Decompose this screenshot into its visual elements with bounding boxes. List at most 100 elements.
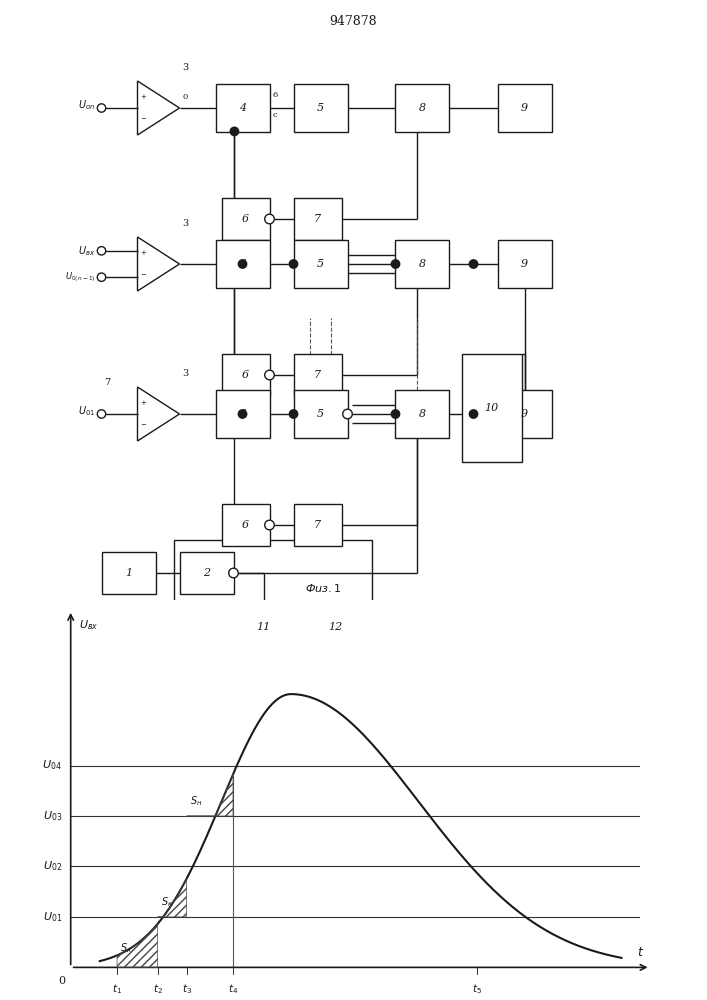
Bar xyxy=(102,552,156,594)
Circle shape xyxy=(238,260,247,268)
Text: 5: 5 xyxy=(317,103,324,113)
Text: 8: 8 xyxy=(419,103,426,113)
Text: −: − xyxy=(141,116,146,122)
Bar xyxy=(293,198,341,240)
Text: 9: 9 xyxy=(521,103,528,113)
Bar xyxy=(216,240,269,288)
Text: 7: 7 xyxy=(314,520,321,530)
Text: 12: 12 xyxy=(328,622,343,632)
Text: 5: 5 xyxy=(317,409,324,419)
Text: 6: 6 xyxy=(242,214,249,224)
Bar xyxy=(293,504,341,546)
Text: $U_{04}$: $U_{04}$ xyxy=(42,759,62,772)
Text: 0: 0 xyxy=(182,93,188,101)
Circle shape xyxy=(343,409,352,419)
Text: 4: 4 xyxy=(239,409,246,419)
Text: ·: · xyxy=(241,406,244,416)
Bar xyxy=(221,198,269,240)
Text: 4: 4 xyxy=(239,259,246,269)
Text: +: + xyxy=(141,400,146,406)
Circle shape xyxy=(98,410,106,418)
Bar xyxy=(216,84,269,132)
Text: $Фuз.1$: $Фuз.1$ xyxy=(305,582,341,594)
Bar xyxy=(293,354,341,396)
Bar xyxy=(498,240,551,288)
Bar xyxy=(498,84,551,132)
Circle shape xyxy=(230,127,238,136)
Text: 7: 7 xyxy=(314,370,321,380)
Text: $S_{к}$: $S_{к}$ xyxy=(120,941,132,955)
Text: 10: 10 xyxy=(484,403,498,413)
Text: $U_{вх}$: $U_{вх}$ xyxy=(79,618,99,632)
Bar xyxy=(293,240,348,288)
Circle shape xyxy=(238,410,247,418)
Text: 11: 11 xyxy=(257,622,271,632)
Bar xyxy=(395,390,450,438)
Text: $t_4$: $t_4$ xyxy=(228,982,238,996)
Text: $U_{01}$: $U_{01}$ xyxy=(42,910,62,924)
Text: $t_2$: $t_2$ xyxy=(153,982,163,996)
Text: 6: 6 xyxy=(242,520,249,530)
Text: 6: 6 xyxy=(272,91,278,99)
Text: 7: 7 xyxy=(105,378,111,387)
Circle shape xyxy=(235,622,245,632)
Text: 9: 9 xyxy=(521,409,528,419)
Circle shape xyxy=(98,273,106,281)
Text: 3: 3 xyxy=(182,369,189,378)
Text: $U_{03}$: $U_{03}$ xyxy=(42,809,62,823)
Text: −: − xyxy=(141,272,146,278)
Circle shape xyxy=(289,260,298,268)
Text: $S_{к}$: $S_{к}$ xyxy=(160,895,173,909)
Text: 0: 0 xyxy=(59,976,66,986)
Text: 5: 5 xyxy=(317,259,324,269)
Text: $t_1$: $t_1$ xyxy=(112,982,122,996)
Text: $t$: $t$ xyxy=(638,946,645,959)
Text: $U_{02}$: $U_{02}$ xyxy=(42,860,62,873)
Circle shape xyxy=(391,410,399,418)
Circle shape xyxy=(469,260,478,268)
Text: c: c xyxy=(272,111,277,119)
Text: +: + xyxy=(141,94,146,100)
Text: 9: 9 xyxy=(521,259,528,269)
Bar xyxy=(173,540,371,660)
Text: 6: 6 xyxy=(242,370,249,380)
Text: +: + xyxy=(141,250,146,256)
Text: $U_{вх}$: $U_{вх}$ xyxy=(78,244,95,258)
Bar xyxy=(221,354,269,396)
Text: $U_{0(n-1)}$: $U_{0(n-1)}$ xyxy=(65,270,95,284)
Circle shape xyxy=(264,214,274,224)
Text: −: − xyxy=(141,422,146,428)
Bar xyxy=(312,606,359,648)
Text: $U_{on}$: $U_{on}$ xyxy=(78,98,95,112)
Text: 2: 2 xyxy=(203,568,210,578)
Bar xyxy=(240,606,288,648)
Circle shape xyxy=(98,104,106,112)
Circle shape xyxy=(264,520,274,530)
Circle shape xyxy=(264,370,274,380)
Text: $S_{н}$: $S_{н}$ xyxy=(189,794,202,808)
Bar xyxy=(293,84,348,132)
Bar xyxy=(498,390,551,438)
Text: $U_{01}$: $U_{01}$ xyxy=(78,404,95,418)
Bar xyxy=(395,84,450,132)
Bar xyxy=(216,390,269,438)
Text: 3: 3 xyxy=(182,63,189,72)
Bar xyxy=(395,240,450,288)
Circle shape xyxy=(469,410,478,418)
Text: 947878: 947878 xyxy=(329,15,378,28)
Bar xyxy=(462,354,522,462)
Text: $t_3$: $t_3$ xyxy=(182,982,192,996)
Text: 4: 4 xyxy=(239,103,246,113)
Bar xyxy=(221,504,269,546)
Text: 8: 8 xyxy=(419,409,426,419)
Circle shape xyxy=(98,247,106,255)
Bar xyxy=(180,552,233,594)
Circle shape xyxy=(289,410,298,418)
Text: 3: 3 xyxy=(182,219,189,228)
Circle shape xyxy=(228,568,238,578)
Text: 8: 8 xyxy=(419,259,426,269)
Text: $t_5$: $t_5$ xyxy=(472,982,481,996)
Text: 7: 7 xyxy=(314,214,321,224)
Circle shape xyxy=(391,260,399,268)
Text: 1: 1 xyxy=(125,568,132,578)
